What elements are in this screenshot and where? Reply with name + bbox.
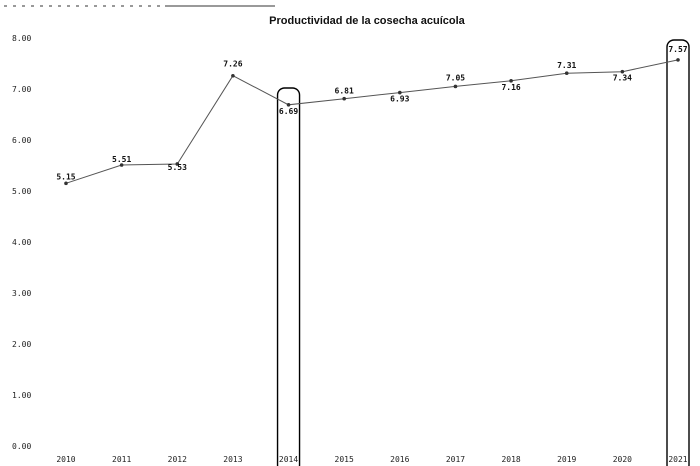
chart-title: Productividad de la cosecha acuícola [269,15,466,27]
x-tick-label: 2016 [390,455,409,464]
x-tick-label: 2015 [335,455,354,464]
y-tick-label: 6.00 [12,136,31,145]
data-label: 5.15 [56,172,75,181]
data-label: 7.05 [446,73,465,82]
data-point [175,162,180,166]
y-tick-label: 1.00 [12,391,31,400]
data-label: 7.16 [501,83,520,92]
x-tick-label: 2020 [613,455,632,464]
x-axis-ticks: 2010 2011 2012 2013 2014 2015 2016 2017 2018 2019… [56,455,687,464]
y-axis-ticks: 0.00 1.00 2.00 3.00 4.00 5.00 6.00 7.00 8.00 [12,34,31,451]
y-tick-label: 8.00 [12,34,31,43]
data-label: 7.31 [557,61,576,70]
x-tick-label: 2017 [446,455,465,464]
data-point [676,58,680,62]
y-tick-label: 5.00 [12,187,31,196]
series-line [65,59,679,184]
y-tick-label: 3.00 [12,289,31,298]
data-markers [64,58,680,186]
data-point [398,90,402,95]
highlight-box [666,39,690,466]
data-point [564,71,569,75]
data-label: 5.53 [168,163,187,172]
data-point [119,163,124,167]
y-tick-label: 0.00 [12,442,31,451]
x-tick-label: 2012 [168,455,187,464]
data-point [231,73,235,78]
y-tick-label: 2.00 [12,340,31,349]
data-point [620,69,625,74]
data-label: 6.81 [335,87,354,96]
data-label: 7.34 [613,74,632,83]
x-tick-label: 2019 [557,455,576,464]
y-tick-label: 7.00 [12,85,31,94]
x-tick-label: 2021 [668,455,687,464]
data-point [286,103,291,107]
data-label: 7.26 [223,60,242,69]
y-tick-label: 4.00 [12,238,31,247]
data-label: 7.57 [668,45,687,54]
data-label: 6.93 [390,95,409,104]
data-point [509,79,513,83]
x-tick-label: 2011 [112,455,131,464]
data-point [342,96,346,101]
data-label: 6.69 [279,107,298,116]
series-line-group [65,59,679,184]
data-point [453,84,458,89]
highlight-box [276,87,301,466]
data-labels: 5.15 5.51 5.53 7.26 6.69 6.81 6.93 7.05 7.16 7.31… [56,45,687,181]
highlight-boxes [276,39,690,466]
x-tick-label: 2013 [223,455,242,464]
x-tick-label: 2014 [279,455,298,464]
x-tick-label: 2010 [56,455,75,464]
data-label: 5.51 [112,155,131,164]
data-point [64,181,68,186]
x-tick-label: 2018 [501,455,520,464]
